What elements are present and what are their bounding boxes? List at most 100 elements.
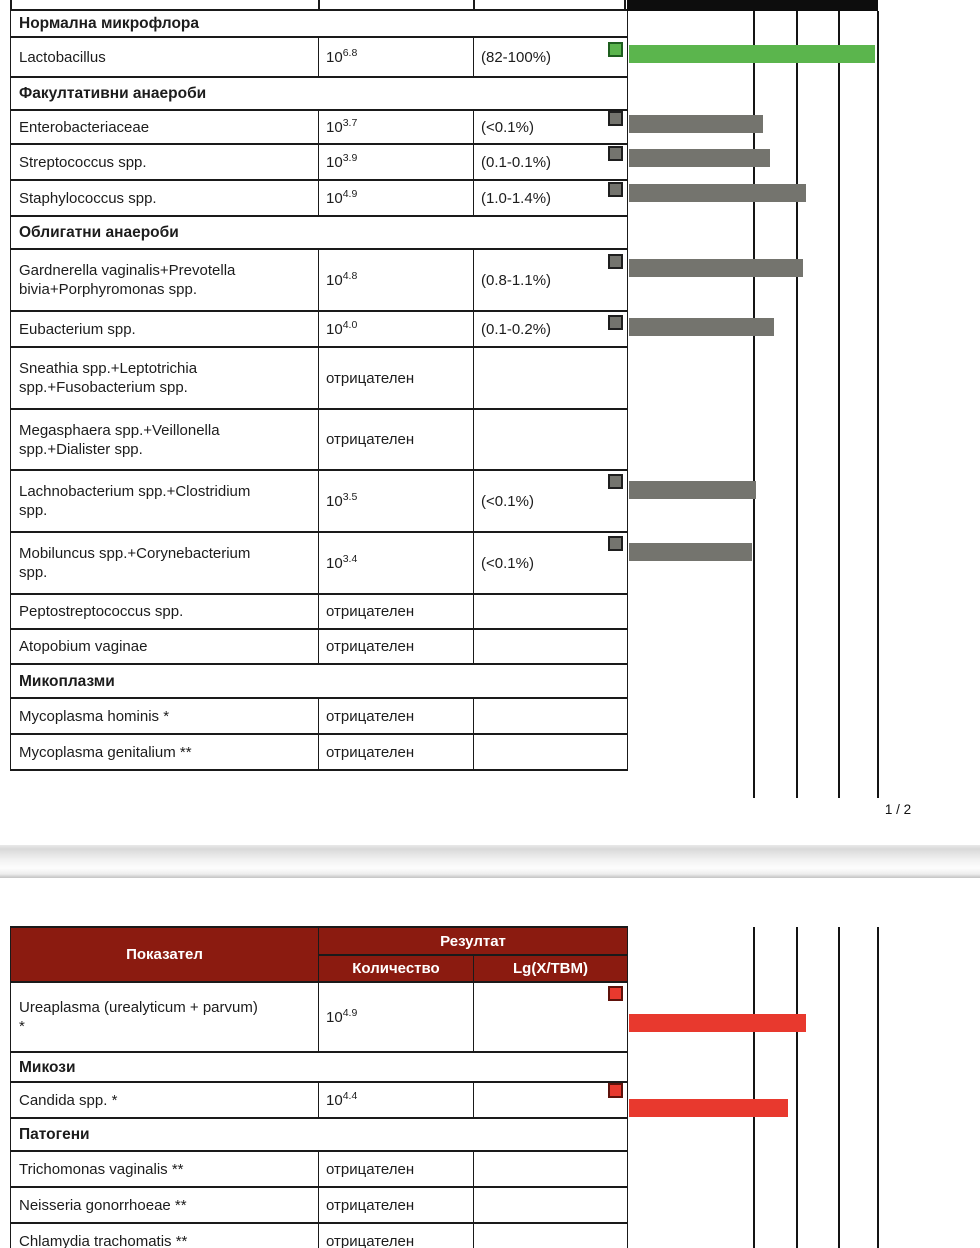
quantity-value: отрицателен — [318, 408, 474, 471]
table-border-stub — [318, 0, 320, 9]
section-header-row: Микози — [9, 1051, 629, 1083]
section-header-row: Облигатни анаероби — [9, 215, 629, 250]
organism-name: Lachnobacterium spp.+Clostridium spp. — [10, 469, 319, 533]
quantity-value: 103.9 — [318, 143, 474, 181]
relative-percentage: (0.1-0.2%) — [472, 310, 629, 348]
quantity-value: 103.7 — [318, 109, 474, 145]
organism-name: Mycoplasma hominis * — [10, 697, 319, 735]
relative-percentage — [472, 593, 629, 630]
quantity-value: отрицателен — [318, 1186, 474, 1224]
table-row: Sneathia spp.+Leptotrichia spp.+Fusobact… — [10, 346, 629, 410]
chart-axis-line — [627, 0, 878, 11]
table-border-stub — [10, 0, 12, 9]
table-row: Ureaplasma (urealyticum + parvum) * 104.9 — [10, 981, 629, 1053]
quantity-exponent: 3.5 — [342, 490, 358, 503]
quantity-exponent: 4.4 — [342, 1089, 358, 1102]
organism-name: Chlamydia trachomatis ** — [10, 1222, 319, 1248]
section-header-row: Патогени — [9, 1117, 629, 1152]
relative-percentage — [472, 408, 629, 471]
results-table-page-1: Нормална микрофлора Lactobacillus 106.8 (82… — [9, 9, 629, 771]
quantity-value: отрицателен — [318, 593, 474, 630]
relative-percentage — [472, 1081, 629, 1119]
chart-gridline — [753, 11, 755, 798]
organism-name: Eubacterium spp. — [10, 310, 319, 348]
quantity-exponent: 4.9 — [342, 1006, 358, 1019]
chart-gridline — [877, 927, 879, 1248]
chart-bar-gray — [629, 259, 803, 277]
chart-bar-gray — [629, 184, 806, 202]
organism-name: Lactobacillus — [10, 36, 319, 78]
relative-percentage — [472, 697, 629, 735]
relative-percentage — [472, 1186, 629, 1224]
results-table-page-2: Показател Резултат Количество Lg(X/ТВМ) … — [9, 926, 629, 1248]
table-row: Peptostreptococcus spp. отрицателен — [10, 593, 629, 630]
organism-name: Megasphaera spp.+Veillonella spp.+Dialis… — [10, 408, 319, 471]
section-header-label: Микоплазми — [9, 663, 629, 699]
chart-bar-gray — [629, 481, 756, 499]
table-border-stub — [624, 0, 626, 9]
quantity-exponent: 4.0 — [342, 318, 358, 331]
chart-bar-gray — [629, 543, 752, 561]
table-row: Lactobacillus 106.8 (82-100%) — [10, 36, 629, 78]
table-row: Lachnobacterium spp.+Clostridium spp. 103… — [10, 469, 629, 533]
table-row: Neisseria gonorrhoeae ** отрицателен — [10, 1186, 629, 1224]
organism-name: Neisseria gonorrhoeae ** — [10, 1186, 319, 1224]
quantity-exponent: 6.8 — [342, 46, 358, 59]
table-row: Atopobium vaginae отрицателен — [10, 628, 629, 665]
table-header-row-2: Количество Lg(X/ТВМ) — [11, 954, 629, 983]
relative-percentage: (0.8-1.1%) — [472, 248, 629, 312]
table-row: Streptococcus spp. 103.9 (0.1-0.1%) — [10, 143, 629, 181]
chart-gridline — [753, 927, 755, 1248]
quantity-value: отрицателен — [318, 1222, 474, 1248]
organism-name: Staphylococcus spp. — [10, 179, 319, 217]
organism-name: Enterobacteriaceae — [10, 109, 319, 145]
quantity-exponent: 3.4 — [342, 552, 358, 565]
chart-gridline — [838, 927, 840, 1248]
section-header-label: Факултативни анаероби — [9, 76, 629, 111]
column-header-indicator: Показател — [10, 926, 319, 983]
quantity-value: отрицателен — [318, 697, 474, 735]
organism-name: Sneathia spp.+Leptotrichia spp.+Fusobact… — [10, 346, 319, 410]
quantity-value: 104.0 — [318, 310, 474, 348]
column-header-lg: Lg(X/ТВМ) — [472, 954, 629, 983]
quantity-value: 104.8 — [318, 248, 474, 312]
quantity-value: отрицателен — [318, 1150, 474, 1188]
quantity-value: отрицателен — [318, 346, 474, 410]
relative-percentage — [472, 981, 629, 1053]
organism-name: Atopobium vaginae — [10, 628, 319, 665]
quantity-value: 104.4 — [318, 1081, 474, 1119]
organism-name: Gardnerella vaginalis+Prevotella bivia+P… — [10, 248, 319, 312]
table-row: Mycoplasma genitalium ** отрицателен — [10, 733, 629, 771]
relative-percentage — [472, 1222, 629, 1248]
organism-name: Peptostreptococcus spp. — [10, 593, 319, 630]
relative-percentage: (<0.1%) — [472, 469, 629, 533]
section-header-label: Микози — [9, 1051, 629, 1083]
table-row: Megasphaera spp.+Veillonella spp.+Dialis… — [10, 408, 629, 471]
relative-percentage: (82-100%) — [472, 36, 629, 78]
relative-percentage: (1.0-1.4%) — [472, 179, 629, 217]
chart-bar-green — [629, 45, 875, 63]
organism-name: Trichomonas vaginalis ** — [10, 1150, 319, 1188]
relative-percentage — [472, 628, 629, 665]
section-header-label: Нормална микрофлора — [9, 9, 629, 38]
quantity-value: отрицателен — [318, 628, 474, 665]
organism-name: Ureaplasma (urealyticum + parvum) * — [10, 981, 319, 1053]
page-separator — [0, 845, 980, 878]
table-row: Trichomonas vaginalis ** отрицателен — [10, 1150, 629, 1188]
chart-gridline — [796, 927, 798, 1248]
chart-bar-gray — [629, 115, 763, 133]
relative-percentage — [472, 1150, 629, 1188]
quantity-value: 106.8 — [318, 36, 474, 78]
chart-bar-gray — [629, 149, 770, 167]
quantity-value: 103.5 — [318, 469, 474, 533]
chart-bar-red — [629, 1099, 788, 1117]
chart-gridline — [877, 11, 879, 798]
table-row: Chlamydia trachomatis ** отрицателен — [10, 1222, 629, 1248]
chart-bar-gray — [629, 318, 774, 336]
column-header-quantity: Количество — [318, 954, 474, 983]
chart-gridline — [796, 11, 798, 798]
table-row: Candida spp. * 104.4 — [10, 1081, 629, 1119]
quantity-value: отрицателен — [318, 733, 474, 771]
chart-bar-red — [629, 1014, 806, 1032]
